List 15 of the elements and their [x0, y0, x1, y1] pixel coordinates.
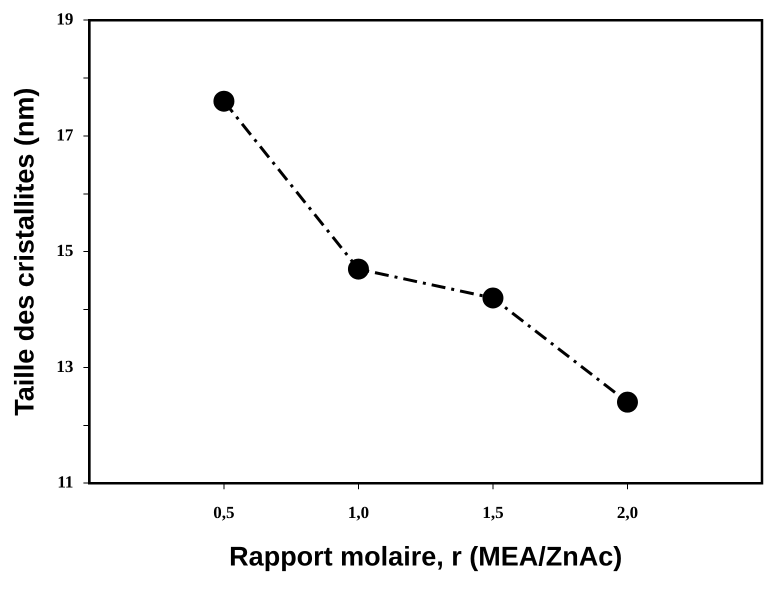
x-axis-title: Rapport molaire, r (MEA/ZnAc)	[229, 541, 622, 572]
point	[213, 90, 234, 112]
y-tick-label: 19	[56, 10, 74, 29]
y-tick-label: 13	[56, 356, 74, 376]
y-tick-label: 17	[56, 125, 74, 144]
y-tick-label: 15	[56, 241, 74, 260]
x-tick-label: 0,5	[213, 502, 235, 522]
y-axis-title: Taille des cristallites (nm)	[10, 88, 40, 416]
point	[348, 258, 369, 280]
x-tick-label: 2,0	[616, 502, 638, 522]
x-tick-label: 1,5	[482, 502, 504, 522]
point	[482, 288, 504, 308]
y-tick-label: 11	[57, 472, 74, 492]
point	[616, 392, 638, 413]
x-tick-label: 1,0	[348, 502, 370, 522]
